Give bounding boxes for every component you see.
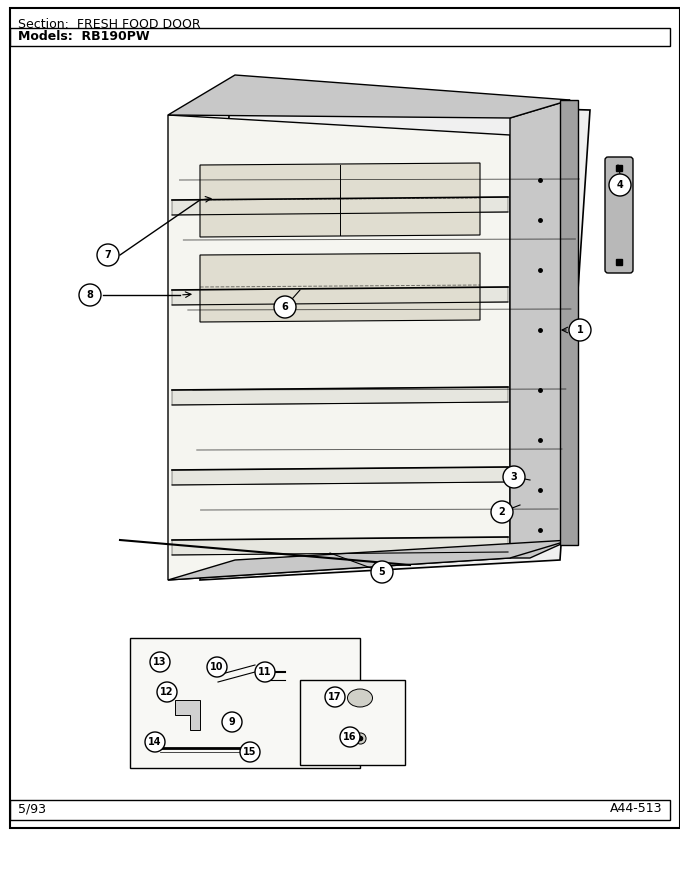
Text: 1: 1 xyxy=(577,325,583,335)
Bar xyxy=(10,28,670,46)
Polygon shape xyxy=(510,100,570,558)
Text: 6: 6 xyxy=(282,302,288,312)
Polygon shape xyxy=(168,540,570,580)
Circle shape xyxy=(491,501,513,523)
Bar xyxy=(560,100,578,545)
Bar xyxy=(130,638,360,768)
Polygon shape xyxy=(175,700,200,730)
Text: 8: 8 xyxy=(86,290,93,300)
Text: Models:  RB190PW: Models: RB190PW xyxy=(18,30,150,43)
Bar xyxy=(10,800,670,820)
Polygon shape xyxy=(200,253,480,322)
Text: 5/93: 5/93 xyxy=(18,802,46,815)
Circle shape xyxy=(97,244,119,266)
Ellipse shape xyxy=(347,689,373,707)
Circle shape xyxy=(503,466,525,488)
Polygon shape xyxy=(172,387,508,405)
Text: 17: 17 xyxy=(328,692,342,702)
Polygon shape xyxy=(172,467,508,485)
Text: A44-513: A44-513 xyxy=(609,802,662,815)
Text: Section:  FRESH FOOD DOOR: Section: FRESH FOOD DOOR xyxy=(18,18,201,31)
Bar xyxy=(300,680,405,765)
Polygon shape xyxy=(200,163,480,237)
Text: 12: 12 xyxy=(160,687,174,697)
Polygon shape xyxy=(200,100,590,580)
Circle shape xyxy=(569,319,591,341)
Circle shape xyxy=(340,727,360,747)
Polygon shape xyxy=(168,115,510,580)
Text: 15: 15 xyxy=(243,747,257,757)
Polygon shape xyxy=(172,537,508,555)
Text: 14: 14 xyxy=(148,737,162,747)
Circle shape xyxy=(609,174,631,196)
Text: 13: 13 xyxy=(153,657,167,667)
Text: 5: 5 xyxy=(379,567,386,577)
Text: 7: 7 xyxy=(105,250,112,260)
Text: 2: 2 xyxy=(498,507,505,517)
Text: 3: 3 xyxy=(511,472,517,482)
Text: 16: 16 xyxy=(343,732,357,742)
Text: 4: 4 xyxy=(617,180,624,190)
Circle shape xyxy=(255,662,275,682)
Circle shape xyxy=(240,742,260,762)
Circle shape xyxy=(274,296,296,318)
FancyBboxPatch shape xyxy=(605,157,633,273)
Circle shape xyxy=(150,652,170,672)
Text: 11: 11 xyxy=(258,667,272,677)
Polygon shape xyxy=(168,75,570,118)
Circle shape xyxy=(157,682,177,702)
Circle shape xyxy=(207,657,227,677)
Text: 9: 9 xyxy=(228,717,235,727)
Circle shape xyxy=(79,284,101,306)
Circle shape xyxy=(145,732,165,752)
Circle shape xyxy=(371,561,393,583)
Polygon shape xyxy=(172,287,508,305)
Circle shape xyxy=(325,687,345,707)
Circle shape xyxy=(222,712,242,732)
Polygon shape xyxy=(172,197,508,215)
Text: 10: 10 xyxy=(210,662,224,672)
